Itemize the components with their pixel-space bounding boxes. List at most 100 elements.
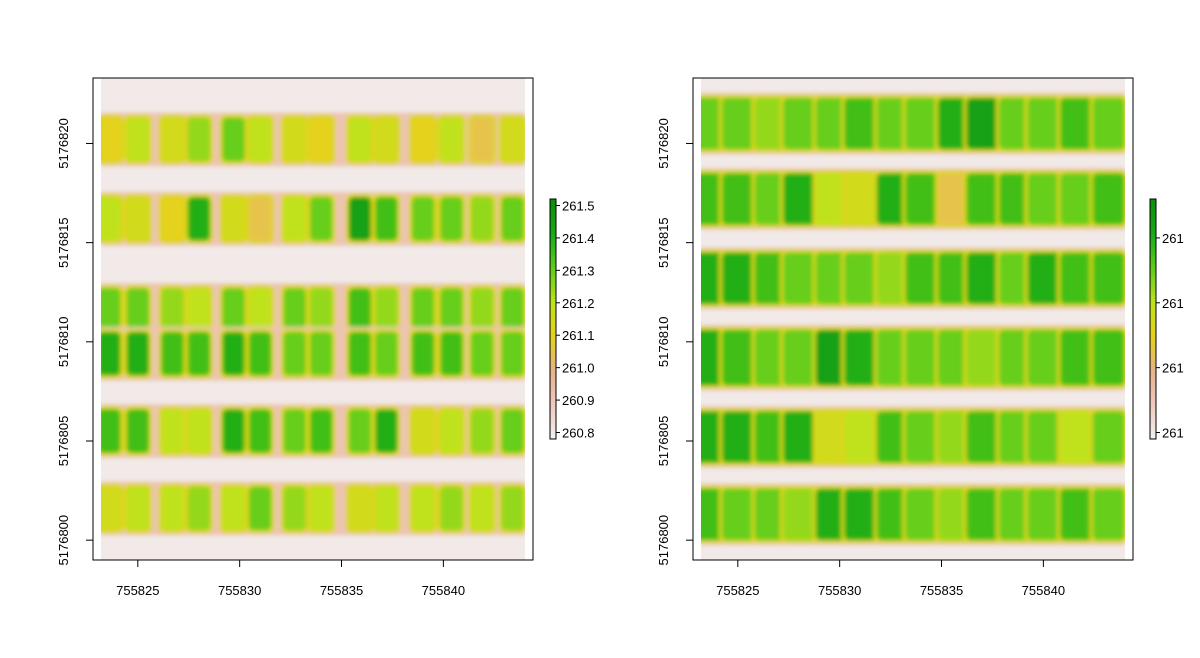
raster-cell [411,197,435,241]
colorbar-swatch [550,339,556,344]
raster-cell [815,252,848,305]
colorbar-swatch [550,395,556,400]
raster-cell [501,117,524,162]
raster-cell [905,252,938,305]
raster-cell [783,173,815,225]
raster-cell [501,409,524,453]
raster-cell [754,252,787,305]
raster-cell [222,331,245,376]
colorbar-swatch [550,319,556,324]
colorbar-swatch [1150,435,1156,440]
colorbar-tick-label: 261.0 [562,361,595,376]
colorbar-swatch [550,303,556,308]
colorbar-swatch [550,207,556,212]
raster-cell [375,197,398,241]
colorbar-swatch [550,323,556,328]
colorbar-swatch [1150,319,1156,324]
raster-cell [411,288,435,328]
colorbar-swatch [1150,335,1156,340]
raster-cell [187,331,211,376]
colorbar-swatch [550,343,556,348]
colorbar-swatch [1150,295,1156,300]
raster-cell [844,252,876,305]
raster-cell [440,288,463,328]
raster-cell [126,117,150,162]
raster-cell [187,117,211,162]
colorbar-swatch [550,435,556,440]
colorbar-swatch [550,415,556,420]
raster-cell [1092,411,1125,463]
colorbar-swatch [1150,227,1156,232]
colorbar-swatch [1150,315,1156,320]
raster-cell [998,252,1031,305]
colorbar-swatch [1150,339,1156,344]
y-tick-label: 5176820 [56,118,71,169]
raster-cell [222,486,245,531]
raster-cell [876,411,909,463]
raster-cell [222,409,245,453]
raster-cell [998,411,1031,463]
raster-cell [440,197,463,241]
raster-cell [1060,488,1092,541]
raster-cell [440,331,463,376]
raster-cell [248,409,272,453]
raster-cell [783,488,815,541]
colorbar-swatch [1150,259,1156,264]
raster-cell [721,173,754,225]
colorbar-swatch [550,247,556,252]
colorbar-swatch [1150,371,1156,376]
raster-cell [309,486,333,531]
colorbar-swatch [1150,223,1156,228]
raster-cell [721,252,754,305]
x-tick-label: 755835 [920,583,963,598]
raster-cell [470,117,494,162]
raster-cell [283,117,306,162]
raster-cell [126,288,150,328]
colorbar: 261 261 261 261 [1149,198,1184,441]
y-tick-label: 5176805 [56,416,71,467]
raster-cell [348,486,372,531]
raster-cell [783,252,815,305]
raster-cell [375,486,398,531]
raster-cell [283,197,306,241]
raster-cell [905,173,938,225]
raster-cell [937,252,970,305]
raster-cell [1060,411,1092,463]
colorbar-swatch [1150,427,1156,432]
colorbar-tick-label: 261 [1162,426,1184,441]
colorbar-tick-label: 261 [1162,231,1184,246]
colorbar-swatch [550,399,556,404]
raster-cell [844,97,876,150]
colorbar: 260.8 260.9 261.0 261.1 261.2 261.3 261.4 261.5 [549,198,595,441]
raster-cell [501,197,524,241]
colorbar-swatch [550,215,556,220]
colorbar-swatch [1150,355,1156,360]
raster-cell [248,197,272,241]
raster-cell [1092,329,1125,386]
raster-cell [876,252,909,305]
colorbar-tick-label: 260.9 [562,393,595,408]
raster-cell [844,488,876,541]
raster-cell [161,117,184,162]
colorbar-swatch [550,279,556,284]
raster-cell [1092,97,1125,150]
colorbar-swatch [550,235,556,240]
colorbar-tick-label: 260.8 [562,426,595,441]
raster-cell [998,173,1031,225]
raster-cell [440,409,463,453]
colorbar-swatch [1150,323,1156,328]
raster-cell [101,331,121,376]
raster-cell [876,488,909,541]
colorbar-swatch [550,371,556,376]
colorbar-swatch [550,259,556,264]
raster-cell [701,173,724,225]
raster-cell [937,411,970,463]
raster-cell [966,252,999,305]
colorbar-swatch [1150,287,1156,292]
raster-cell [966,97,999,150]
raster-cell [222,117,245,162]
raster-cell [1092,488,1125,541]
raster-cell [411,117,435,162]
colorbar-swatch [550,263,556,268]
